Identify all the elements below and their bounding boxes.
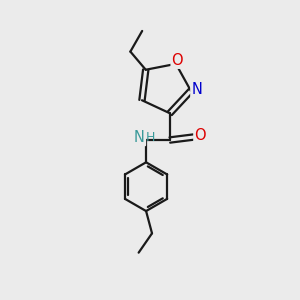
Text: H: H — [146, 131, 155, 144]
Text: O: O — [194, 128, 206, 143]
Text: N: N — [191, 82, 202, 97]
Text: N: N — [134, 130, 145, 145]
Text: O: O — [172, 53, 183, 68]
